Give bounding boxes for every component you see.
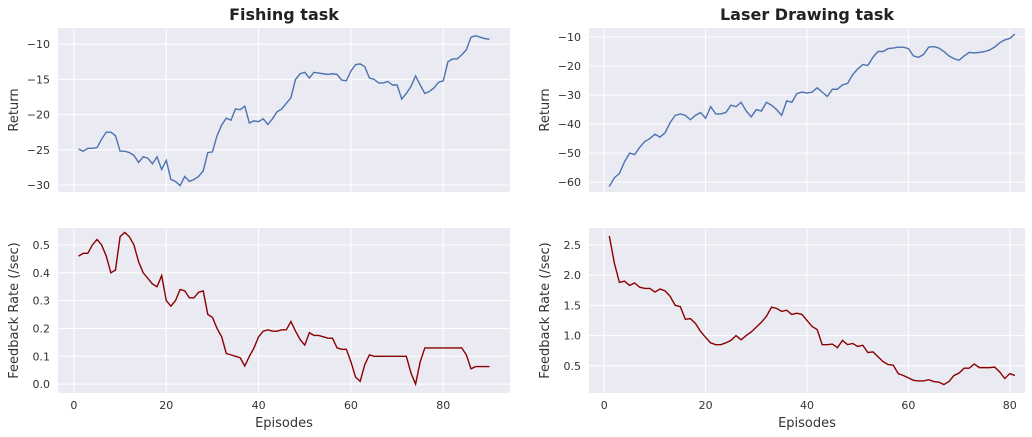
y-tick-label: 1.5: [564, 299, 582, 312]
y-tick-label: 0.5: [564, 360, 582, 373]
x-tick-label: 20: [159, 399, 173, 412]
y-tick-label: −50: [558, 147, 581, 160]
y-tick-label: 2.5: [564, 239, 582, 252]
y-tick-label: 0.2: [33, 322, 51, 335]
data-line: [78, 231, 490, 387]
y-tick-label: −10: [558, 31, 581, 44]
data-line: [608, 235, 1016, 386]
x-tick-label: 60: [344, 399, 358, 412]
x-axis-label: Episodes: [255, 416, 313, 431]
x-tick-label: 80: [1003, 399, 1017, 412]
y-tick-label: 1.0: [564, 330, 582, 343]
y-tick-label: −20: [27, 109, 50, 122]
y-tick-label: −15: [27, 73, 50, 86]
y-tick-label: −40: [558, 118, 581, 131]
y-tick-label: −30: [558, 89, 581, 102]
y-axis-label: Return: [7, 88, 22, 131]
x-tick-label: 40: [800, 399, 814, 412]
y-tick-label: 0.0: [33, 378, 51, 391]
y-tick-label: −60: [558, 176, 581, 189]
x-tick-label: 40: [252, 399, 266, 412]
subplot: 0.0 0.1 0.2 0.3 0.4 0.5 0 20 40 60 80 Episodes Feedb…: [7, 228, 510, 431]
data-line: [608, 33, 1016, 187]
y-tick-label: 0.5: [33, 239, 51, 252]
x-tick-label: 60: [901, 399, 915, 412]
subplot: 0.5 1.0 1.5 2.0 2.5 0 20 40 60 80 Episodes Feedback…: [538, 228, 1025, 431]
y-tick-label: −30: [27, 179, 50, 192]
y-tick-label: 0.4: [33, 267, 51, 280]
y-tick-label: 2.0: [564, 269, 582, 282]
data-line: [78, 35, 490, 187]
y-axis-label: Return: [538, 88, 553, 131]
plot-area: [58, 228, 510, 393]
subplot: −30 −25 −20 −15 −10 Fishing task Return: [7, 5, 510, 192]
y-tick-label: −10: [27, 38, 50, 51]
y-tick-label: 0.1: [33, 350, 51, 363]
plot-area: [58, 28, 510, 192]
x-axis-label: Episodes: [778, 416, 836, 431]
x-tick-label: 20: [699, 399, 713, 412]
y-tick-label: −20: [558, 60, 581, 73]
y-tick-label: 0.3: [33, 295, 51, 308]
y-tick-label: −25: [27, 144, 50, 157]
y-axis-label: Feedback Rate (/sec): [7, 242, 22, 378]
subplot: −60 −50 −40 −30 −20 −10 Laser Drawing task Retu…: [538, 5, 1025, 192]
x-tick-label: 0: [70, 399, 77, 412]
chart-title: Laser Drawing task: [720, 5, 894, 24]
x-tick-label: 80: [436, 399, 450, 412]
chart-title: Fishing task: [229, 5, 339, 24]
y-axis-label: Feedback Rate (/sec): [538, 242, 553, 378]
x-tick-label: 0: [601, 399, 608, 412]
